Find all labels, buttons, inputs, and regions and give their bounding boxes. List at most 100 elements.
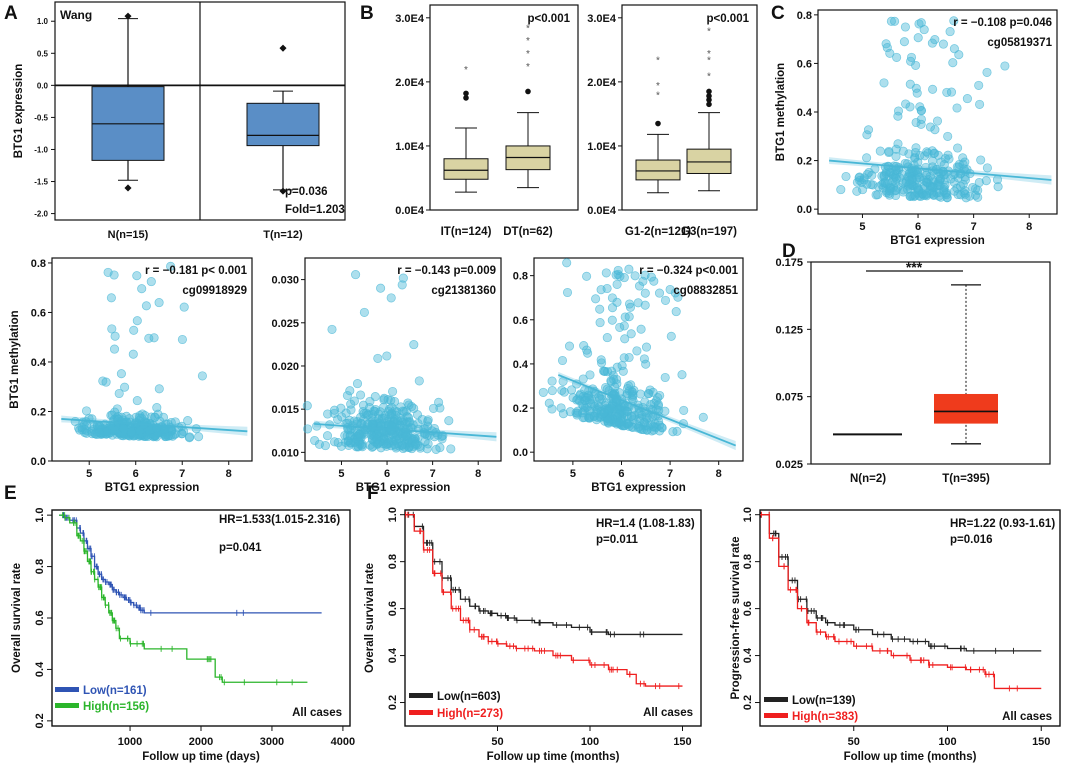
- scatter-point: [665, 284, 675, 295]
- x-axis-label: BTG1 expression: [105, 482, 200, 494]
- scatter-point: [673, 292, 683, 302]
- extreme-point: *: [656, 81, 660, 92]
- y-tick-label: 0.0: [31, 456, 46, 468]
- scatter-point: [314, 439, 324, 449]
- scatter-point: [365, 403, 375, 413]
- extreme-point: *: [526, 49, 530, 60]
- y-tick-label: 0.0: [513, 447, 528, 459]
- scatter-point: [351, 270, 361, 280]
- x-tick-label: N(n=15): [108, 229, 149, 241]
- x-tick-label: 3000: [260, 736, 284, 748]
- scatter-point: [603, 416, 613, 426]
- scatter-point: [885, 167, 895, 177]
- y-tick-label: 0.6: [513, 315, 528, 327]
- panel-c4-scatter: 5 6 7 8 0.0 0.2 0.4 0.6 0.8 BTG1 expression r = −0…: [513, 257, 744, 494]
- scatter-point: [913, 157, 923, 167]
- scatter-point: [891, 151, 901, 161]
- y-axis-label: BTG1 expression: [13, 64, 25, 159]
- scatter-point: [929, 148, 940, 158]
- scatter-point: [949, 16, 959, 26]
- scatter-point: [911, 83, 921, 93]
- scatter-point: [612, 279, 622, 289]
- extreme-point: *: [707, 55, 711, 66]
- survival-curve: [760, 514, 1042, 652]
- scatter-point: [922, 189, 932, 199]
- scatter-point: [898, 178, 908, 188]
- scatter-point: [437, 434, 447, 444]
- x-axis-label: BTG1 expression: [591, 482, 686, 494]
- scatter-point: [337, 412, 347, 422]
- scatter-point: [414, 376, 424, 386]
- correlation-stats: r = −0.324 p<0.001: [639, 265, 738, 277]
- y-tick-label: -0.5: [34, 113, 48, 122]
- probe-id: cg05819371: [987, 37, 1052, 49]
- outlier-point: [706, 97, 712, 103]
- scatter-point: [158, 412, 169, 422]
- scatter-point: [105, 420, 115, 430]
- significance-stars: ***: [906, 259, 923, 275]
- scatter-point: [327, 324, 337, 334]
- p-value: p<0.001: [706, 13, 749, 25]
- panel-f2-km-curve: 50 100 150 0.2 0.4 0.6 0.8 1.0 Follow up time (m…: [730, 507, 1061, 763]
- scatter-point: [113, 412, 123, 422]
- x-tick-label: G3(n=197): [681, 226, 737, 238]
- scatter-point: [183, 416, 193, 426]
- panel-a-boxplot: 1.0 0.5 0.0 -0.5 -1.0 -1.5 -2.0 BTG1 expression…: [13, 1, 346, 241]
- x-tick-label: 5: [86, 468, 92, 480]
- x-tick-label: G1-2(n=121): [625, 226, 691, 238]
- survival-curve: [405, 514, 683, 636]
- scatter-point: [859, 173, 869, 183]
- scatter-point: [606, 366, 617, 376]
- scatter-point: [911, 117, 921, 128]
- y-tick-label: 3.0E4: [587, 13, 617, 25]
- legend-label-low: Low(n=161): [83, 685, 147, 697]
- scatter-point: [444, 416, 454, 426]
- y-tick-label: 0.6: [742, 601, 754, 616]
- scatter-point: [922, 147, 932, 157]
- scatter-point: [914, 19, 924, 29]
- y-tick-label: 0.2: [513, 403, 528, 415]
- scatter-point: [929, 190, 939, 200]
- scatter-point: [911, 60, 921, 70]
- scatter-point: [391, 435, 401, 445]
- scatter-point: [641, 342, 652, 352]
- scatter-point: [400, 442, 410, 452]
- scatter-point: [633, 298, 643, 308]
- scatter-point: [177, 334, 187, 345]
- panel-f1-km-curve: 50 100 150 0.2 0.4 0.6 0.8 1.0 Follow up time (m…: [364, 507, 702, 763]
- scatter-point: [194, 432, 204, 442]
- box: [635, 159, 681, 181]
- subset-note: All cases: [1002, 711, 1052, 723]
- scatter-point: [901, 99, 911, 109]
- scatter-point: [930, 125, 940, 135]
- p-value: p=0.041: [219, 542, 262, 554]
- scatter-point: [82, 420, 92, 430]
- scatter-point: [862, 130, 872, 140]
- outlier-point: [463, 95, 469, 101]
- dataset-label: Wang: [60, 8, 92, 22]
- scatter-point: [562, 287, 573, 298]
- x-tick-label: 100: [581, 736, 599, 748]
- scatter-point: [585, 370, 595, 380]
- scatter-point: [119, 424, 129, 434]
- y-axis-label: Overall survival rate: [364, 563, 376, 673]
- scatter-point: [179, 302, 189, 312]
- outlier-point: [655, 120, 661, 127]
- scatter-point: [666, 331, 676, 341]
- scatter-point: [677, 370, 687, 380]
- scatter-point: [132, 316, 142, 326]
- scatter-point: [614, 418, 625, 428]
- scatter-point: [595, 304, 605, 314]
- scatter-point: [567, 385, 577, 395]
- scatter-point: [166, 261, 176, 271]
- regression-line: [314, 422, 497, 438]
- x-tick-label: 50: [491, 736, 503, 748]
- probe-id: cg09918929: [182, 285, 247, 297]
- probe-id: cg21381360: [431, 285, 496, 297]
- scatter-point: [144, 333, 154, 343]
- scatter-point: [905, 102, 915, 112]
- x-axis-label: Follow up time (days): [142, 751, 260, 763]
- scatter-point: [607, 315, 617, 325]
- scatter-point: [1000, 61, 1010, 71]
- y-tick-label: 0.8: [742, 554, 754, 569]
